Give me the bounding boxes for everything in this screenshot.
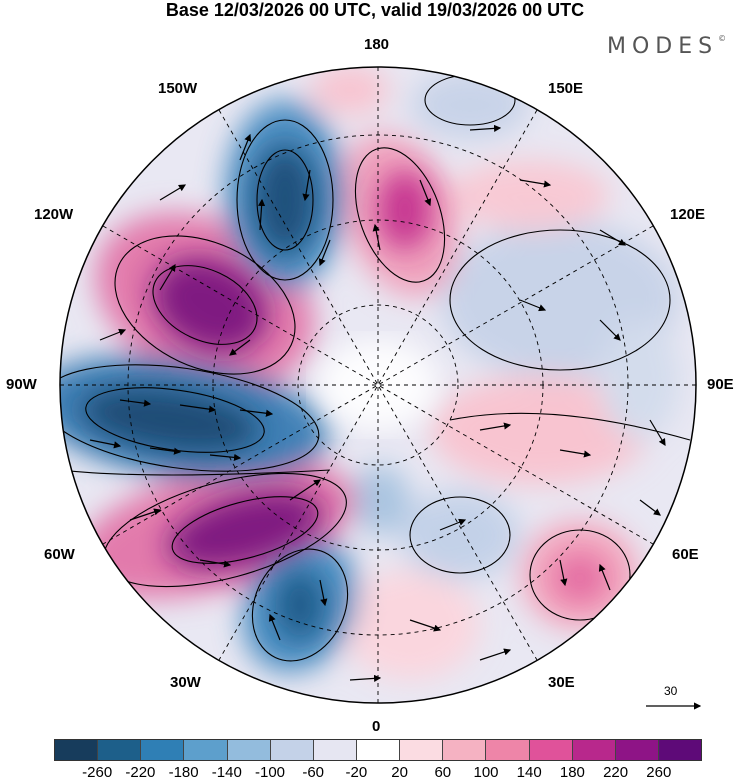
- colorbar-swatch: [55, 740, 99, 760]
- colorbar-swatch: [572, 740, 616, 760]
- colorbar-tick-label: 140: [516, 764, 542, 781]
- colorbar-swatch: [98, 740, 142, 760]
- colorbar-tick-label: 180: [559, 764, 585, 781]
- logo-mark: ©: [718, 34, 727, 43]
- lon-label-150e: 150E: [548, 80, 584, 97]
- colorbar-swatch: [658, 740, 702, 760]
- colorbar-tick-label: -180: [168, 764, 199, 781]
- colorbar-swatch: [400, 740, 444, 760]
- colorbar-tick-label: 20: [391, 764, 408, 781]
- lon-label-120e: 120E: [670, 206, 706, 223]
- wind-vectors: [89, 124, 666, 682]
- contour-lines: [60, 74, 691, 662]
- lon-label-30e: 30E: [548, 674, 575, 691]
- colorbar-tick-label: -100: [254, 764, 286, 781]
- graticule: [60, 67, 696, 703]
- colorbar-swatch: [313, 740, 357, 760]
- lon-label-120w: 120W: [34, 206, 74, 223]
- lon-label-60w: 60W: [44, 546, 75, 563]
- polar-stereographic-map: [59, 66, 702, 710]
- colorbar-tick-label: -20: [345, 764, 368, 781]
- lon-label-30w: 30W: [170, 674, 201, 691]
- colorbar-swatch: [141, 740, 185, 760]
- colorbar-ticks: -260 -220 -180 -140 -100 -60 -20 20 60 100 140 180 2…: [0, 764, 750, 784]
- lon-label-60e: 60E: [672, 546, 699, 563]
- lon-label-0: 0: [372, 718, 381, 735]
- colorbar-swatch: [529, 740, 573, 760]
- lon-label-180: 180: [364, 36, 390, 53]
- modes-logo: MODES©: [607, 34, 726, 59]
- colorbar-tick-label: -260: [82, 764, 113, 781]
- colorbar-tick-label: -60: [302, 764, 325, 781]
- lon-label-150w: 150W: [158, 80, 198, 97]
- map-title: Base 12/03/2026 00 UTC, valid 19/03/2026…: [165, 0, 585, 20]
- lon-label-90e: 90E: [707, 376, 734, 393]
- colorbar-swatch: [486, 740, 530, 760]
- colorbar-swatch: [615, 740, 659, 760]
- lon-label-90w: 90W: [6, 376, 37, 393]
- colorbar: [54, 739, 702, 761]
- anomaly-field: [60, 67, 696, 703]
- colorbar-tick-label: 220: [603, 764, 629, 781]
- reference-vector-label: 30: [664, 684, 678, 698]
- colorbar-tick-label: 100: [473, 764, 499, 781]
- colorbar-tick-label: -140: [211, 764, 242, 781]
- colorbar-swatch: [184, 740, 228, 760]
- colorbar-swatch: [443, 740, 487, 760]
- colorbar-swatch: [270, 740, 314, 760]
- logo-text: MODES: [607, 34, 719, 59]
- colorbar-swatch: [356, 740, 401, 760]
- map-boundary: [59, 66, 697, 704]
- colorbar-tick-label: 60: [434, 764, 452, 781]
- colorbar-tick-label: -220: [125, 764, 156, 781]
- colorbar-tick-label: 260: [646, 764, 672, 781]
- colorbar-swatch: [227, 740, 271, 760]
